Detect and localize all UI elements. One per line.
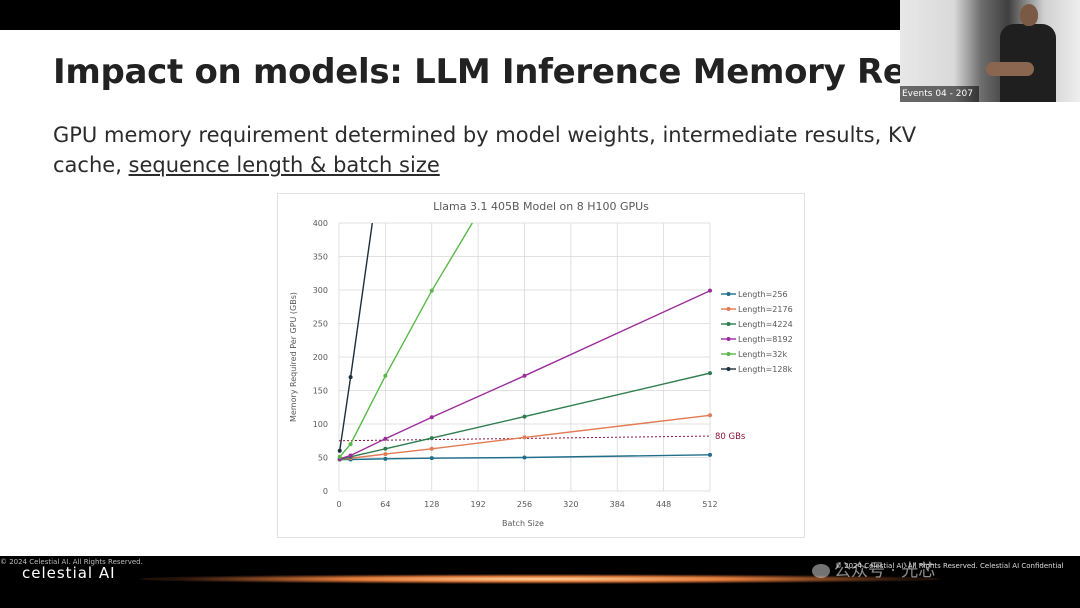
data-point	[522, 455, 527, 460]
data-point	[522, 414, 527, 419]
watermark: 公众号 · 光芯	[812, 556, 935, 581]
x-tick-label: 192	[470, 500, 485, 509]
legend-item: Length=4224	[721, 320, 793, 329]
data-point	[337, 454, 342, 459]
threshold-label: 80 GBs	[715, 432, 746, 442]
video-caption: Events 04 - 207	[900, 86, 979, 102]
legend-item: Length=256	[721, 290, 788, 299]
footer-logo: celestial AI	[22, 564, 116, 582]
series-length-128k	[337, 223, 373, 453]
y-tick-label: 150	[313, 387, 328, 396]
y-axis-label: Memory Required Per GPU (GBs)	[289, 292, 298, 422]
y-tick-label: 300	[313, 286, 328, 295]
y-tick-label: 0	[323, 487, 328, 496]
memory-chart: 0 50 100 150 200 250 300 350 400 0 64 128 192 256 320 3…	[277, 193, 805, 538]
data-point	[708, 413, 712, 418]
legend-item: Length=2176	[721, 305, 793, 314]
data-point	[383, 456, 388, 461]
series-line	[339, 223, 473, 458]
chart-svg: 0 50 100 150 200 250 300 350 400 0 64 128 192 256 320 3…	[289, 200, 793, 528]
threshold-group: 80 GBs	[338, 432, 746, 442]
data-point	[383, 436, 388, 441]
legend-label: Length=256	[738, 290, 788, 299]
data-point	[337, 448, 342, 453]
data-point	[348, 375, 353, 380]
data-point	[348, 442, 353, 447]
data-point	[429, 456, 434, 461]
legend-label: Length=128k	[738, 365, 793, 374]
presenter-head	[1020, 4, 1038, 26]
legend-item: Length=8192	[721, 335, 793, 344]
wechat-icon	[812, 564, 830, 578]
series-length-32k	[337, 223, 473, 459]
x-tick-label: 384	[610, 500, 625, 509]
chart-series	[337, 223, 712, 462]
y-tick-label: 250	[313, 320, 328, 329]
data-point	[429, 446, 434, 451]
legend-label: Length=32k	[738, 350, 787, 359]
horizon-glow	[140, 574, 940, 584]
y-tick-label: 100	[313, 420, 328, 429]
x-tick-label: 448	[656, 500, 671, 509]
legend-label: Length=8192	[738, 335, 793, 344]
y-tick-label: 200	[313, 353, 328, 362]
series-length-8192	[337, 288, 712, 461]
legend-swatch-dot	[726, 352, 731, 356]
legend-label: Length=2176	[738, 305, 793, 314]
presenter-video-feed: Events 04 - 207	[900, 0, 1080, 102]
presenter-hands	[986, 62, 1034, 76]
legend-swatch-dot	[726, 307, 731, 311]
watermark-text: 公众号 · 光芯	[834, 561, 936, 581]
y-tick-label: 50	[318, 454, 328, 463]
slide-title: Impact on models: LLM Inference Memory R…	[53, 52, 1005, 92]
data-point	[383, 446, 388, 451]
subtitle-text: GPU memory requirement determined by mod…	[53, 123, 917, 177]
x-tick-label: 0	[336, 500, 341, 509]
legend-swatch-dot	[726, 292, 731, 296]
slide-subtitle: GPU memory requirement determined by mod…	[53, 120, 973, 180]
footer-copyright-left: © 2024 Celestial AI. All Rights Reserved…	[0, 558, 143, 566]
chart-grid	[338, 222, 711, 492]
legend-swatch-dot	[726, 337, 731, 341]
data-point	[383, 452, 388, 457]
y-tick-label: 350	[313, 253, 328, 262]
subtitle-emphasis: sequence length & batch size	[128, 153, 440, 177]
data-point	[348, 453, 353, 458]
chart-legend: Length=256 Length=2176 Length=4224 Length=8…	[721, 290, 793, 374]
data-point	[429, 436, 434, 441]
y-tick-label: 400	[313, 219, 328, 228]
legend-swatch-dot	[726, 367, 731, 371]
x-tick-label: 64	[380, 500, 390, 509]
chart-axes: 0 50 100 150 200 250 300 350 400 0 64 128 192 256 320 3…	[313, 219, 718, 509]
legend-swatch-dot	[726, 322, 731, 326]
data-point	[708, 371, 712, 376]
chart-title: Llama 3.1 405B Model on 8 H100 GPUs	[433, 200, 649, 213]
data-point	[708, 452, 712, 457]
x-tick-label: 320	[563, 500, 578, 509]
footer-copyright-right: © 2024 Celestial AI. All Rights Reserved…	[835, 562, 1064, 570]
data-point	[429, 415, 434, 420]
data-point	[708, 288, 712, 293]
legend-item: Length=128k	[721, 365, 793, 374]
x-axis-label: Batch Size	[502, 519, 544, 528]
footer-bar: © 2024 Celestial AI. All Rights Reserved…	[0, 556, 1080, 608]
x-tick-label: 128	[424, 500, 439, 509]
x-tick-label: 512	[702, 500, 717, 509]
legend-label: Length=4224	[738, 320, 793, 329]
x-tick-label: 256	[517, 500, 532, 509]
data-point	[383, 373, 388, 378]
data-point	[522, 373, 527, 378]
data-point	[522, 435, 527, 440]
series-line	[339, 223, 373, 451]
data-point	[429, 288, 434, 293]
legend-item: Length=32k	[721, 350, 787, 359]
